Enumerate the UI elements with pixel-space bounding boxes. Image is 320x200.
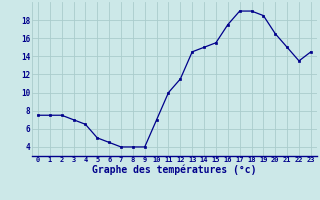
X-axis label: Graphe des températures (°c): Graphe des températures (°c) bbox=[92, 165, 257, 175]
